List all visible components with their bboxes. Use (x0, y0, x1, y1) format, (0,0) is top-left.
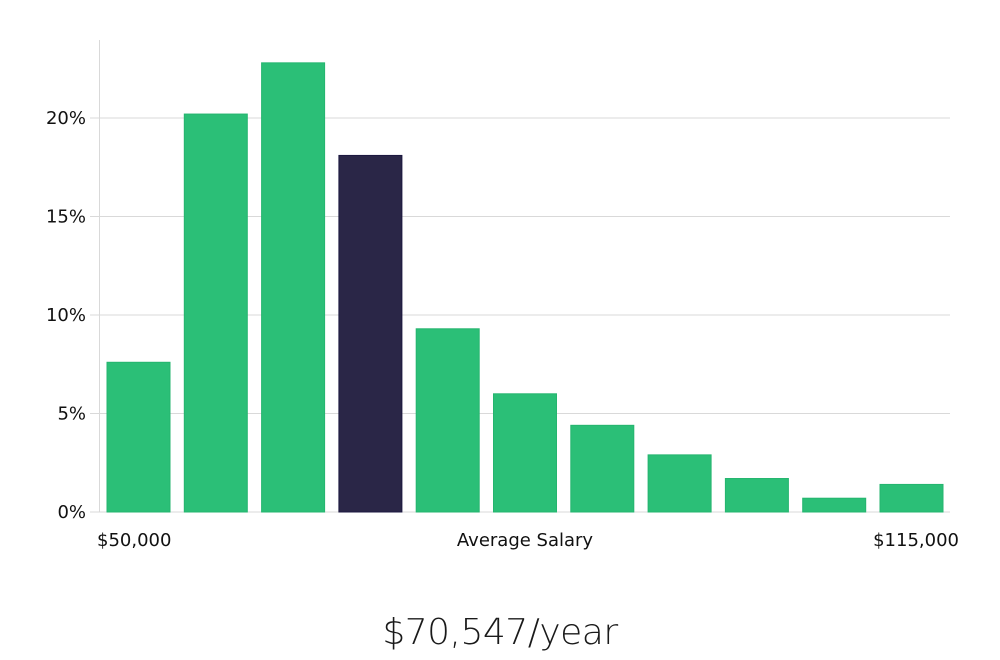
bar (724, 478, 789, 513)
average-salary-value: $70,547/year (382, 612, 618, 653)
y-tick-label: 5% (57, 404, 86, 425)
bar (879, 483, 944, 513)
bar (570, 424, 635, 513)
bar (647, 454, 712, 513)
x-axis-title: Average Salary (456, 530, 594, 551)
bar (802, 497, 867, 513)
y-tick-label: 10% (46, 305, 86, 326)
bar (415, 328, 480, 513)
bar (106, 361, 171, 513)
bar (493, 393, 557, 513)
bar (338, 154, 403, 513)
y-tick-label: 0% (57, 502, 86, 523)
x-max-label: $115,000 (873, 530, 959, 551)
x-min-label: $50,000 (97, 530, 172, 551)
y-tick-label: 20% (46, 108, 86, 129)
bar (183, 113, 248, 513)
y-tick-label: 15% (46, 207, 86, 228)
bar (261, 62, 326, 513)
